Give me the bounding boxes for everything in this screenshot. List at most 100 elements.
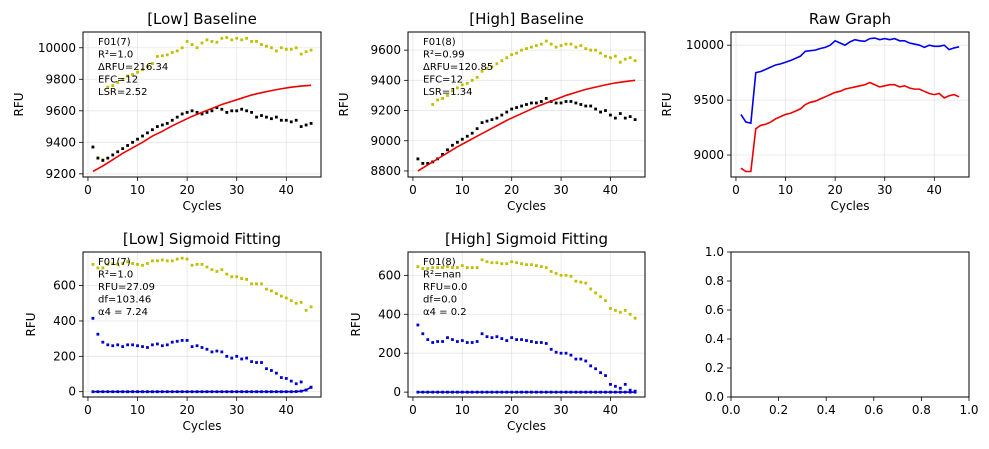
data-point bbox=[190, 109, 194, 113]
x-tick-label: 0 bbox=[732, 183, 740, 197]
data-point bbox=[215, 349, 219, 353]
y-tick-label: 0.4 bbox=[705, 332, 724, 346]
annotation-line: R²=1.0 bbox=[98, 270, 133, 281]
data-point bbox=[534, 341, 538, 344]
x-tick-label: 30 bbox=[553, 403, 568, 417]
x-tick-label: 30 bbox=[877, 183, 892, 197]
data-point bbox=[279, 46, 283, 50]
data-point bbox=[160, 390, 164, 394]
data-point bbox=[265, 367, 268, 371]
data-point bbox=[539, 265, 543, 268]
data-point bbox=[500, 262, 504, 266]
data-point bbox=[136, 262, 139, 266]
data-point bbox=[455, 340, 459, 343]
annotation-line: RFU=0.0 bbox=[423, 282, 467, 293]
data-point bbox=[230, 356, 234, 360]
data-point bbox=[530, 340, 533, 343]
chart-low-baseline: 0 10 20 30 40 9200 9400 9600 9800 10000 [Low] Base… bbox=[12, 10, 322, 213]
y-tick-label: 9600 bbox=[45, 104, 76, 118]
data-point bbox=[633, 390, 637, 394]
data-point bbox=[220, 268, 224, 272]
annotation-line: R²=0.99 bbox=[423, 50, 465, 61]
data-point bbox=[569, 353, 573, 357]
x-axis-label: Cycles bbox=[182, 419, 221, 433]
data-point bbox=[265, 44, 268, 48]
data-point bbox=[455, 390, 459, 394]
data-point bbox=[185, 40, 189, 43]
data-point bbox=[490, 118, 494, 122]
data-point bbox=[485, 66, 489, 70]
data-point bbox=[544, 266, 548, 269]
data-point bbox=[250, 40, 253, 43]
data-point bbox=[460, 83, 464, 87]
data-point bbox=[520, 104, 523, 108]
data-point bbox=[210, 350, 214, 354]
data-point bbox=[446, 390, 449, 394]
data-point bbox=[279, 118, 283, 122]
data-point bbox=[579, 280, 583, 284]
data-point bbox=[441, 266, 444, 269]
data-point bbox=[255, 361, 258, 364]
data-point bbox=[126, 343, 130, 347]
data-point bbox=[559, 390, 563, 394]
data-point bbox=[230, 390, 234, 394]
y-tick-label: 9600 bbox=[370, 43, 401, 57]
plot-area bbox=[91, 256, 313, 394]
data-point bbox=[230, 38, 234, 42]
data-point bbox=[309, 122, 313, 125]
data-point bbox=[165, 53, 169, 57]
data-point bbox=[633, 316, 637, 320]
data-point bbox=[136, 70, 139, 74]
y-tick-label: 9000 bbox=[370, 134, 401, 148]
data-point bbox=[436, 390, 440, 394]
data-point bbox=[604, 390, 607, 394]
data-point bbox=[151, 62, 154, 65]
data-point bbox=[446, 336, 449, 340]
data-point bbox=[215, 106, 219, 110]
data-point bbox=[436, 340, 440, 343]
data-point bbox=[628, 388, 632, 392]
data-point bbox=[220, 36, 224, 40]
data-point bbox=[141, 134, 144, 138]
data-point bbox=[559, 101, 563, 105]
data-point bbox=[475, 266, 479, 269]
data-point bbox=[225, 36, 229, 39]
data-point bbox=[426, 162, 430, 165]
x-tick-label: 10 bbox=[130, 403, 145, 417]
x-tick-label: 0.2 bbox=[769, 403, 788, 417]
data-point bbox=[604, 299, 607, 303]
x-tick-label: 10 bbox=[130, 183, 145, 197]
data-point bbox=[245, 356, 249, 360]
data-point bbox=[195, 46, 199, 50]
data-point bbox=[594, 107, 598, 111]
data-point bbox=[495, 62, 499, 66]
data-point bbox=[250, 360, 253, 364]
data-point bbox=[309, 48, 313, 52]
data-point bbox=[289, 379, 293, 383]
data-point bbox=[613, 308, 617, 312]
data-point bbox=[500, 337, 504, 341]
data-point bbox=[126, 144, 130, 147]
data-point bbox=[160, 54, 164, 58]
data-point bbox=[441, 340, 444, 343]
data-point bbox=[594, 48, 598, 52]
data-point bbox=[175, 390, 179, 394]
data-point bbox=[515, 51, 519, 55]
data-point bbox=[289, 390, 293, 394]
x-axis-label: Cycles bbox=[507, 199, 546, 213]
data-point bbox=[416, 265, 420, 268]
data-point bbox=[131, 343, 134, 347]
data-point bbox=[515, 261, 519, 265]
data-point bbox=[235, 36, 239, 40]
data-point bbox=[309, 385, 313, 389]
data-point bbox=[260, 282, 263, 286]
data-point bbox=[515, 338, 519, 341]
data-point bbox=[141, 68, 144, 72]
data-point bbox=[121, 147, 125, 151]
data-point bbox=[569, 100, 573, 103]
data-point bbox=[195, 110, 199, 114]
data-point bbox=[279, 376, 283, 379]
data-point bbox=[220, 390, 224, 394]
data-point bbox=[604, 54, 607, 58]
